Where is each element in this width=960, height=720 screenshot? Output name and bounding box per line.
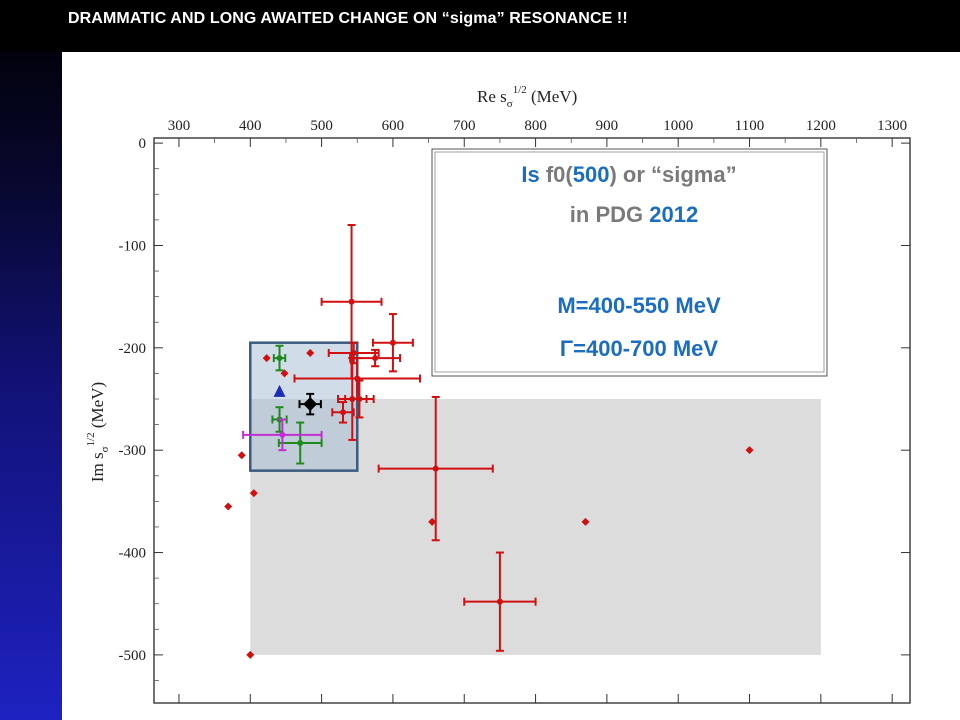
plot-area: 300 400 500 600 700 800 900 1000 1100 1200 1300 0 -1… [62,52,960,720]
data-point-blue [273,384,286,397]
y-axis-label-main: Im s [88,452,107,482]
data-point-red [224,502,233,511]
data-point-red [262,354,271,363]
diamond-marker [745,446,754,455]
slide-title: DRAMMATIC AND LONG AWAITED CHANGE ON “si… [68,10,628,27]
info-box-width: Γ=400-700 MeV [560,336,718,361]
x-tick-label: 1100 [735,118,764,134]
diamond-marker [237,451,246,460]
dot-marker [350,349,357,356]
diamond-marker [246,650,255,659]
info-box-name: f0( [546,162,574,187]
x-tick-label: 800 [524,118,547,134]
info-box: Is f0(500) or “sigma” in PDG 2012 M=400-… [431,148,828,377]
x-tick-label: 300 [168,118,191,134]
dot-marker [297,440,304,447]
x-tick-label: 600 [382,118,405,134]
info-box-line1: Is f0(500) or “sigma” [521,162,736,187]
diamond-marker [224,502,233,511]
data-point-green [272,344,287,372]
chart-svg: 300 400 500 600 700 800 900 1000 1100 1200 1300 0 -1… [85,84,911,704]
x-axis-label-sup: 1/2 [513,84,527,96]
data-point-red [463,551,537,652]
blue-box-region [249,341,359,472]
info-box-outline [431,148,828,377]
diamond-marker [306,348,315,357]
y-axis-label: Im sσ1/2 (MeV) [85,382,111,482]
x-axis-label-unit: (MeV) [527,87,578,106]
x-tick-label: 1200 [806,118,836,134]
data-point-red [280,369,289,378]
y-axis-label-sub: σ [99,446,111,452]
dot-marker [372,355,379,362]
x-tick-label: 1000 [663,118,693,134]
diamond-marker [262,354,271,363]
info-box-year: 2012 [649,202,698,227]
dot-marker [276,355,283,362]
data-point-red [745,446,754,455]
diamond-marker [280,369,289,378]
data-point-red [327,341,380,365]
data-point-black [298,392,322,416]
x-tick-label: 700 [453,118,476,134]
dot-marker [432,465,439,472]
dot-marker [279,431,286,438]
slide-side-gradient [0,0,62,720]
data-point-red [237,451,246,460]
data-point-red [249,489,258,498]
y-tick-label: -300 [119,443,147,459]
x-tick-label: 400 [239,118,262,134]
data-point-red [246,650,255,659]
info-box-is: Is [521,162,539,187]
diamond-marker [581,517,590,526]
data-point-red [581,517,590,526]
info-box-inner-outline [434,151,825,373]
points-layer [224,224,754,659]
x-axis-label-sub: σ [507,98,513,110]
ticks-layer: 300 400 500 600 700 800 900 1000 1100 1200 1300 0 -1… [119,118,910,703]
diamond-marker [249,489,258,498]
data-point-red [371,313,414,373]
info-box-num: 500 [573,162,610,187]
data-point-magenta [242,418,323,452]
dot-marker [348,298,355,305]
data-point-red [331,401,355,424]
info-box-mass: M=400-550 MeV [557,293,721,318]
y-tick-label: -400 [119,546,147,562]
data-point-red [377,395,494,542]
dot-marker [496,598,503,605]
x-axis-label-main: Re s [477,87,507,106]
diamond-marker [428,517,437,526]
y-axis-label-unit: (MeV) [88,382,107,433]
y-tick-label: -500 [119,648,147,664]
y-tick-label: -100 [119,238,147,254]
triangle-marker [273,384,286,397]
info-box-close: ) or “sigma” [609,162,736,187]
info-box-pdg: in PDG [570,202,649,227]
x-tick-label: 500 [310,118,333,134]
y-tick-label: 0 [139,136,147,152]
slide-top-bar: DRAMMATIC AND LONG AWAITED CHANGE ON “si… [0,0,960,52]
info-box-line2: in PDG 2012 [570,202,698,227]
data-point-red [306,348,315,357]
diamond-marker [303,397,318,412]
regions-layer [249,341,821,655]
x-tick-label: 1300 [877,118,907,134]
x-tick-label: 900 [596,118,619,134]
dot-marker [356,396,363,403]
dot-marker [340,409,346,416]
data-point-red [344,379,375,419]
data-point-green [277,421,323,465]
y-tick-label: -200 [119,341,147,357]
y-axis-label-sup: 1/2 [85,432,97,446]
x-axis-label: Re sσ1/2 (MeV) [477,84,577,110]
dot-marker [389,339,396,346]
data-point-red [428,517,437,526]
